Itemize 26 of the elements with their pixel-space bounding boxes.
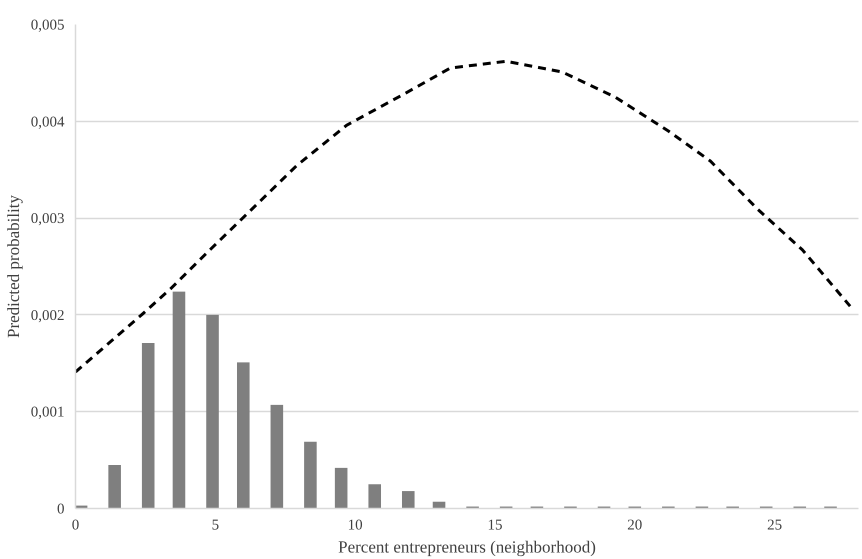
bar: [172, 292, 186, 508]
bar: [270, 404, 284, 508]
line-series: [76, 60, 852, 374]
bar: [304, 442, 317, 508]
y-tick-label: 0,002: [30, 308, 64, 324]
y-tick-label: 0,005: [30, 18, 64, 34]
x-tick-label: 25: [767, 518, 782, 534]
bar: [108, 464, 121, 508]
bar: [142, 342, 154, 508]
y-tick-label: 0,003: [30, 211, 64, 228]
bar: [368, 484, 382, 508]
bar: [206, 314, 219, 508]
x-tick-label: 0: [72, 518, 80, 534]
y-tick-label: 0: [57, 502, 64, 518]
bar: [432, 502, 446, 508]
y-tick-label: 0,004: [30, 114, 65, 130]
x-tick-label: 5: [212, 518, 220, 534]
x-tick-label: 20: [627, 518, 642, 534]
bar: [334, 468, 348, 508]
x-axis-title: Percent entrepreneurs (neighborhood): [338, 538, 596, 556]
x-tick-label: 15: [487, 518, 502, 534]
x-tick-label: 10: [348, 518, 363, 534]
bar: [236, 362, 250, 508]
y-tick-label: 0,001: [30, 404, 64, 421]
y-axis-title: Predicted probability: [4, 194, 23, 338]
bar: [402, 491, 415, 508]
